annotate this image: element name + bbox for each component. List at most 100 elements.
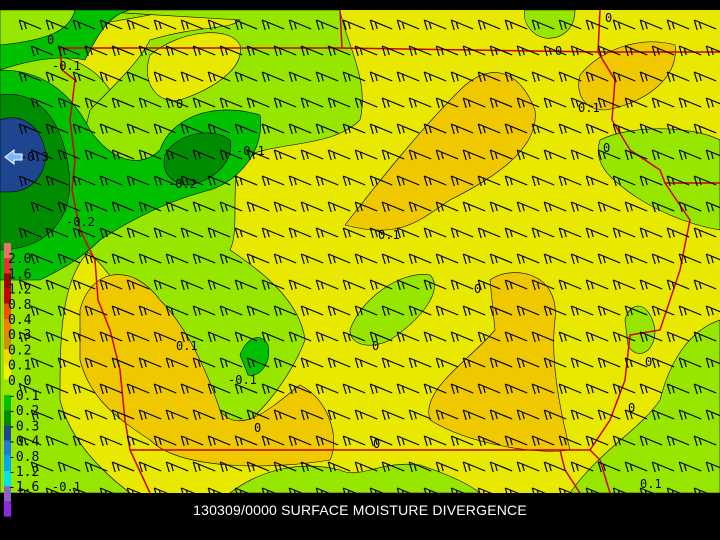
wind-barb bbox=[381, 357, 405, 369]
wind-barb bbox=[516, 97, 540, 109]
wind-barb bbox=[192, 45, 216, 57]
wind-barb bbox=[99, 435, 123, 447]
wind-barb bbox=[99, 487, 123, 499]
wind-barb bbox=[477, 227, 501, 239]
wind-barb bbox=[666, 279, 690, 291]
wind-barb bbox=[639, 279, 663, 291]
wind-barb bbox=[504, 487, 528, 499]
wind-barb bbox=[315, 487, 339, 499]
wind-barb bbox=[84, 357, 108, 369]
wind-barb bbox=[30, 97, 54, 109]
wind-barb bbox=[666, 435, 690, 447]
wind-barb bbox=[261, 123, 285, 135]
wind-barb bbox=[180, 279, 204, 291]
field-green-top bbox=[524, 9, 576, 39]
wind-barb bbox=[219, 97, 243, 109]
contour-label: -0.1 bbox=[52, 59, 81, 73]
wind-barb bbox=[261, 71, 285, 83]
field-green-center bbox=[239, 337, 269, 376]
field-navy bbox=[0, 117, 46, 193]
wind-barb bbox=[558, 383, 582, 395]
wind-barb bbox=[450, 487, 474, 499]
wind-barb bbox=[705, 45, 720, 57]
wind-barb bbox=[585, 227, 609, 239]
wind-barb bbox=[72, 71, 96, 83]
wind-barb bbox=[153, 331, 177, 343]
wind-barb bbox=[651, 305, 675, 317]
wind-barb bbox=[192, 305, 216, 317]
wind-barb bbox=[450, 19, 474, 31]
wind-barb bbox=[408, 201, 432, 213]
wind-barb bbox=[207, 331, 231, 343]
wind-barb bbox=[138, 97, 162, 109]
wind-barb bbox=[315, 331, 339, 343]
wind-barb bbox=[678, 409, 702, 421]
wind-barb bbox=[462, 357, 486, 369]
wind-barb bbox=[462, 201, 486, 213]
wind-barb bbox=[651, 201, 675, 213]
wind-barb bbox=[246, 409, 270, 421]
wind-barb bbox=[624, 45, 648, 57]
wind-barb bbox=[327, 97, 351, 109]
wind-barb bbox=[273, 409, 297, 421]
wind-barb bbox=[342, 279, 366, 291]
legend-swatch bbox=[4, 273, 11, 289]
wind-barb bbox=[234, 227, 258, 239]
wind-barb bbox=[18, 175, 42, 187]
wind-barb bbox=[300, 45, 324, 57]
wind-barb bbox=[585, 331, 609, 343]
wind-barb bbox=[558, 331, 582, 343]
wind-barb bbox=[423, 71, 447, 83]
wind-barb bbox=[30, 305, 54, 317]
legend-swatch bbox=[4, 319, 11, 335]
wind-barb bbox=[651, 97, 675, 109]
wind-barb bbox=[45, 331, 69, 343]
contour-label: 0 bbox=[372, 339, 379, 353]
wind-barb bbox=[111, 305, 135, 317]
wind-barb bbox=[423, 175, 447, 187]
wind-barb bbox=[180, 331, 204, 343]
wind-barb bbox=[126, 279, 150, 291]
wind-barb bbox=[558, 435, 582, 447]
wind-barb bbox=[597, 97, 621, 109]
wind-barb bbox=[678, 45, 702, 57]
contour-label: 0 bbox=[628, 401, 635, 415]
wind-barb bbox=[72, 279, 96, 291]
wind-barb bbox=[381, 45, 405, 57]
wind-barb bbox=[153, 279, 177, 291]
wind-barb bbox=[570, 357, 594, 369]
wind-barb bbox=[678, 461, 702, 473]
wind-barb bbox=[693, 331, 717, 343]
wind-barb bbox=[408, 149, 432, 161]
wind-barb bbox=[126, 227, 150, 239]
wind-barb bbox=[531, 175, 555, 187]
wind-barb bbox=[261, 331, 285, 343]
field-light-green-south bbox=[229, 463, 481, 494]
wind-barb bbox=[99, 279, 123, 291]
wind-barb bbox=[678, 97, 702, 109]
wind-barb bbox=[138, 305, 162, 317]
wind-barb bbox=[153, 435, 177, 447]
wind-barb bbox=[435, 305, 459, 317]
wind-barb bbox=[342, 227, 366, 239]
wind-barb bbox=[435, 409, 459, 421]
wind-barb bbox=[666, 487, 690, 499]
wind-barb bbox=[327, 461, 351, 473]
wind-barb bbox=[45, 487, 69, 499]
wind-barb bbox=[477, 331, 501, 343]
wind-barb bbox=[30, 409, 54, 421]
wind-barb bbox=[246, 149, 270, 161]
wind-barb bbox=[516, 409, 540, 421]
legend-swatch bbox=[4, 334, 11, 350]
legend-swatch bbox=[4, 395, 11, 411]
wind-barb bbox=[396, 175, 420, 187]
wind-barb bbox=[18, 227, 42, 239]
contour-label: -0.1 bbox=[228, 373, 257, 387]
legend-swatch bbox=[4, 258, 11, 274]
wind-barb bbox=[435, 357, 459, 369]
wind-barb bbox=[45, 383, 69, 395]
wind-barb bbox=[327, 253, 351, 265]
legend-label: 1.6 bbox=[8, 267, 31, 282]
wind-barb bbox=[639, 435, 663, 447]
wind-barb bbox=[477, 19, 501, 31]
